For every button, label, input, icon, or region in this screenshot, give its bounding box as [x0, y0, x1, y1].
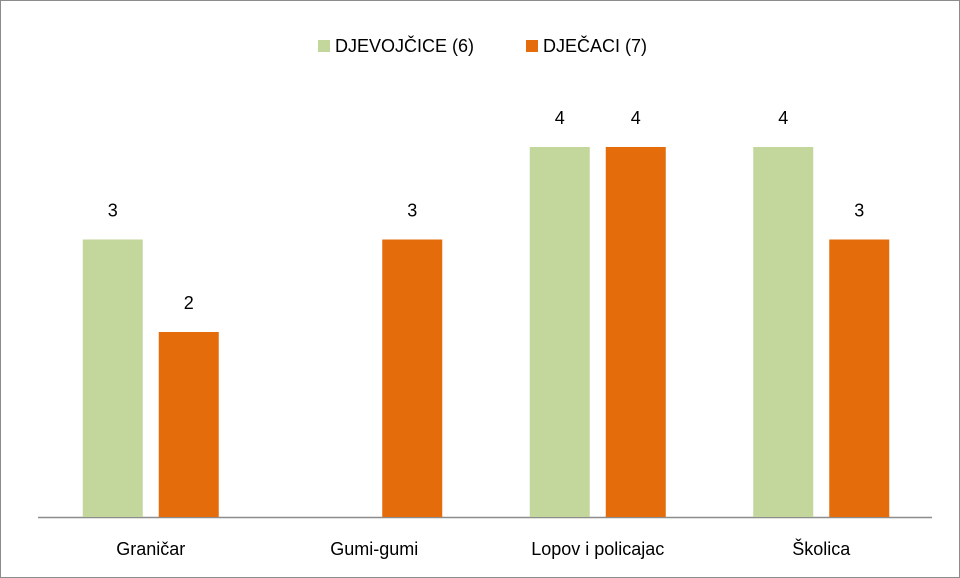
data-label: 3 [407, 200, 417, 220]
data-label: 3 [854, 200, 864, 220]
data-label: 3 [108, 200, 118, 220]
bar [382, 239, 443, 517]
bar [753, 147, 814, 517]
data-label: 4 [555, 108, 565, 128]
x-tick-label: Graničar [116, 539, 185, 559]
bar [158, 332, 219, 517]
x-tick-label: Lopov i policajac [531, 539, 664, 559]
data-label: 4 [778, 108, 788, 128]
legend-label: DJEVOJČICE (6) [335, 35, 474, 56]
data-label: 2 [184, 293, 194, 313]
bar [829, 239, 890, 517]
x-tick-label: Školica [792, 538, 851, 559]
bar [605, 147, 666, 517]
bar [82, 239, 143, 517]
data-label: 4 [631, 108, 641, 128]
legend-swatch [526, 40, 538, 52]
legend-label: DJEČACI (7) [543, 35, 647, 56]
x-tick-label: Gumi-gumi [330, 539, 418, 559]
bar [529, 147, 590, 517]
legend-swatch [318, 40, 330, 52]
